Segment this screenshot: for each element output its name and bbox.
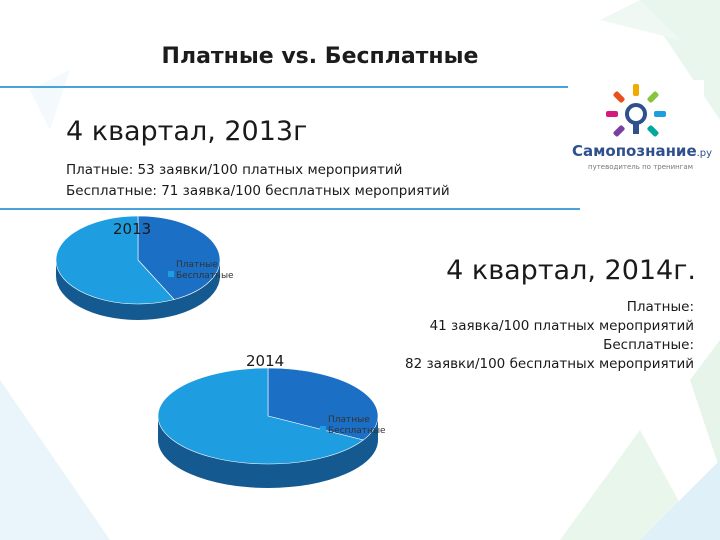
q2014-paid-line: 41 заявка/100 платных мероприятий — [429, 318, 694, 334]
title-divider — [0, 86, 580, 88]
q2013-heading: 4 квартал, 2013г — [66, 116, 308, 147]
q2013-free-line: Бесплатные: 71 заявка/100 бесплатных мер… — [66, 183, 450, 199]
logo-icon — [606, 84, 666, 137]
logo-tagline: путеводитель по тренингам — [588, 163, 693, 171]
q2014-free-line: 82 заявки/100 бесплатных мероприятий — [405, 356, 694, 372]
q2014-free-label: Бесплатные: — [603, 337, 694, 353]
logo-suffix: .ру — [696, 148, 713, 159]
logo-name: Самопознание — [572, 142, 697, 160]
logo: Самопознание.ру путеводитель по тренинга… — [568, 80, 712, 180]
q2013-paid-line: Платные: 53 заявки/100 платных мероприят… — [66, 162, 403, 178]
q2014-heading: 4 квартал, 2014г. — [446, 255, 696, 286]
slide-title: Платные vs. Бесплатные — [161, 44, 479, 69]
q2014-paid-label: Платные: — [626, 299, 694, 315]
q2013-divider — [0, 208, 580, 210]
